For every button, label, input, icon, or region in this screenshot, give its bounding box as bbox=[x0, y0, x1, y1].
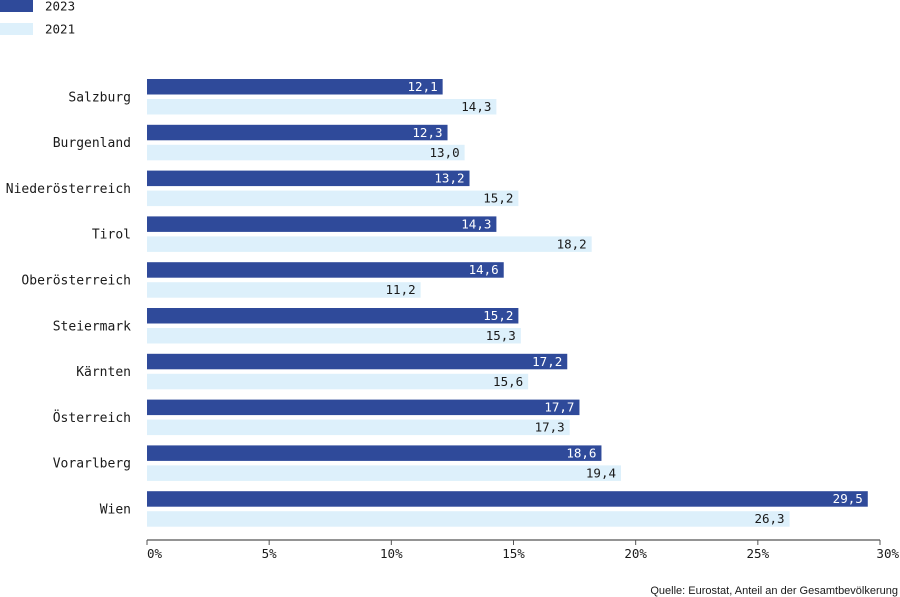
category-labels: Salzburg Burgenland Niederösterreich Tirol O… bbox=[6, 90, 131, 517]
value-label-2023-6: 17,2 bbox=[532, 354, 562, 369]
bar-2023-6 bbox=[147, 353, 568, 370]
x-tick-label-4: 20% bbox=[624, 546, 647, 561]
value-label-2023-8: 18,6 bbox=[566, 445, 596, 460]
category-label-1: Burgenland bbox=[53, 136, 131, 151]
bar-2023-1 bbox=[147, 124, 448, 141]
value-label-2021-5: 15,3 bbox=[486, 328, 516, 343]
value-label-2021-1: 13,0 bbox=[430, 145, 460, 160]
bar-2023-2 bbox=[147, 170, 470, 187]
bar-2021-1 bbox=[147, 144, 465, 161]
legend: 2023 2021 bbox=[0, 0, 75, 37]
bar-2023-5 bbox=[147, 308, 519, 324]
x-tick-label-6: 30% bbox=[876, 546, 899, 561]
bar-2023-9 bbox=[147, 491, 868, 507]
bar-2021-4 bbox=[147, 282, 421, 298]
bar-2023-3 bbox=[147, 216, 497, 232]
legend-swatch-2021 bbox=[0, 23, 33, 35]
bar-2023-0 bbox=[147, 79, 443, 95]
bar-2021-7 bbox=[147, 419, 570, 436]
x-tick-label-5: 25% bbox=[747, 546, 770, 561]
bar-2021-5 bbox=[147, 328, 521, 344]
value-label-2021-7: 17,3 bbox=[535, 420, 565, 435]
x-tick-label-0: 0% bbox=[147, 546, 163, 561]
category-label-3: Tirol bbox=[92, 228, 131, 243]
x-tick-label-3: 15% bbox=[502, 546, 525, 561]
category-label-6: Kärnten bbox=[76, 365, 131, 380]
value-label-2023-7: 17,7 bbox=[544, 400, 574, 415]
bar-2021-3 bbox=[147, 236, 592, 252]
x-tick-label-2: 10% bbox=[380, 546, 403, 561]
legend-swatch-2023 bbox=[0, 0, 33, 12]
bar-2023-8 bbox=[147, 445, 602, 461]
value-label-2021-8: 19,4 bbox=[586, 465, 616, 480]
legend-label-2021: 2021 bbox=[45, 22, 75, 37]
value-label-2023-9: 29,5 bbox=[833, 491, 863, 506]
category-label-0: Salzburg bbox=[68, 90, 131, 105]
value-label-2023-2: 13,2 bbox=[434, 171, 464, 186]
category-label-7: Österreich bbox=[53, 409, 131, 426]
value-label-2021-6: 15,6 bbox=[493, 374, 523, 389]
value-label-2021-9: 26,3 bbox=[754, 511, 784, 526]
value-label-2021-3: 18,2 bbox=[557, 236, 587, 251]
value-labels: 12,1 14,3 12,3 13,0 13,2 15,2 14,3 18,2 14,6 11,2… bbox=[386, 79, 863, 526]
bars-group bbox=[147, 79, 868, 527]
bar-2021-0 bbox=[147, 99, 497, 115]
value-label-2023-0: 12,1 bbox=[408, 79, 438, 94]
category-label-2: Niederösterreich bbox=[6, 182, 131, 197]
bar-2023-4 bbox=[147, 262, 504, 278]
legend-label-2023: 2023 bbox=[45, 0, 75, 14]
value-label-2023-5: 15,2 bbox=[483, 308, 513, 323]
bar-2021-2 bbox=[147, 190, 519, 207]
bar-2021-9 bbox=[147, 511, 790, 527]
value-label-2023-3: 14,3 bbox=[461, 216, 491, 231]
x-tick-label-1: 5% bbox=[262, 546, 278, 561]
bar-2021-8 bbox=[147, 465, 622, 481]
bar-2021-6 bbox=[147, 373, 529, 390]
value-label-2023-1: 12,3 bbox=[412, 125, 442, 140]
value-label-2021-4: 11,2 bbox=[386, 282, 416, 297]
bar-2023-7 bbox=[147, 399, 580, 416]
value-label-2023-4: 14,6 bbox=[469, 262, 499, 277]
value-label-2021-0: 14,3 bbox=[461, 99, 491, 114]
category-label-4: Oberösterreich bbox=[21, 273, 131, 288]
x-axis: 0% 5% 10% 15% 20% 25% 30% bbox=[146, 539, 899, 561]
category-label-8: Vorarlberg bbox=[53, 457, 131, 472]
value-label-2021-2: 15,2 bbox=[483, 191, 513, 206]
category-label-9: Wien bbox=[100, 502, 131, 517]
category-label-5: Steiermark bbox=[53, 319, 131, 334]
source-note: Quelle: Eurostat, Anteil an der Gesamtbe… bbox=[650, 585, 898, 597]
